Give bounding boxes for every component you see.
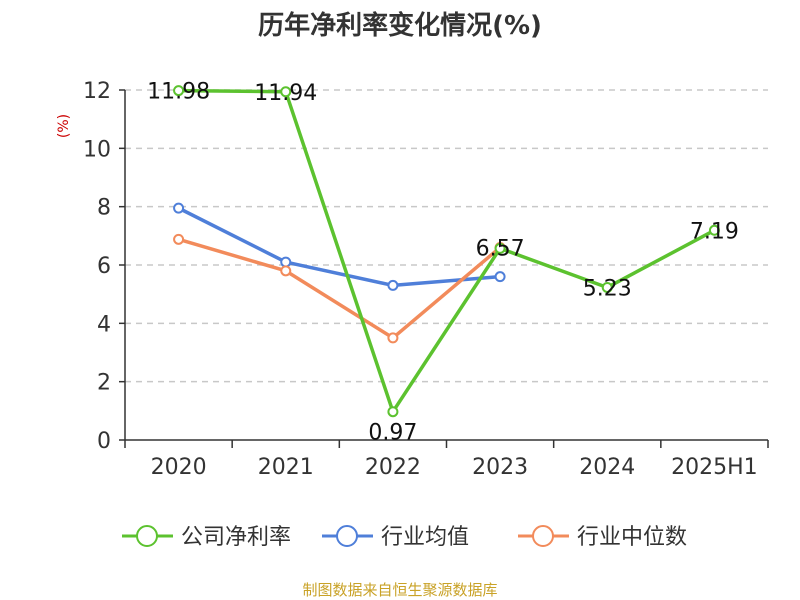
x-tick-label: 2023 (472, 455, 528, 480)
legend-item-0[interactable]: 公司净利率 (122, 525, 291, 550)
tick-labels: 0 2 4 6 8 10 12 2020 2021 2022 2023 2024 2025H1 (83, 79, 758, 480)
legend-swatch-marker (336, 525, 358, 547)
data-point (173, 85, 185, 97)
data-point (173, 233, 185, 245)
data-labels: 11.98 11.94 0.97 6.57 5.23 7.19 (147, 80, 739, 446)
legend[interactable]: 公司净利率 行业均值 行业中位数 (122, 525, 687, 550)
data-point (280, 265, 292, 277)
data-point (494, 242, 506, 254)
x-tick-label: 2020 (151, 455, 207, 480)
data-point (708, 224, 720, 236)
y-tick-label: 6 (97, 254, 111, 279)
series-lines (173, 85, 720, 418)
legend-item-2[interactable]: 行业中位数 (518, 525, 687, 550)
legend-label: 行业均值 (381, 525, 469, 550)
y-tick-label: 4 (97, 312, 111, 337)
data-point (387, 406, 399, 418)
data-label: 5.23 (583, 276, 632, 301)
data-point (601, 281, 613, 293)
data-label: 7.19 (690, 219, 739, 244)
grid-lines (125, 89, 768, 383)
data-point (280, 86, 292, 98)
data-label: 11.98 (147, 80, 210, 105)
data-label: 11.94 (254, 81, 317, 106)
y-tick-label: 8 (97, 196, 111, 221)
legend-swatch-marker (136, 525, 158, 547)
source-note: 制图数据来自恒生聚源数据库 (302, 581, 497, 599)
legend-swatch-marker (532, 525, 554, 547)
data-point (387, 279, 399, 291)
y-tick-label: 10 (83, 137, 111, 162)
data-label: 0.97 (368, 421, 417, 446)
legend-label: 行业中位数 (577, 525, 687, 550)
series-line-2 (178, 237, 502, 340)
x-tick-label: 2024 (579, 455, 635, 480)
chart-title: 历年净利率变化情况(%) (258, 10, 542, 41)
y-tick-label: 0 (97, 429, 111, 454)
data-point (387, 332, 399, 344)
series-line-1 (177, 206, 501, 288)
y-tick-label: 12 (83, 79, 111, 104)
legend-label: 公司净利率 (181, 525, 291, 550)
data-label: 6.57 (476, 236, 525, 261)
x-tick-label: 2021 (258, 455, 314, 480)
legend-item-1[interactable]: 行业均值 (322, 525, 469, 550)
series-line-0 (178, 88, 716, 414)
x-tick-label: 2022 (365, 455, 421, 480)
axes (119, 89, 769, 448)
x-tick-label: 2025H1 (671, 455, 758, 480)
y-tick-label: 2 (97, 371, 111, 396)
y-axis-label: (%) (56, 114, 72, 138)
data-point (280, 256, 292, 268)
data-point (173, 202, 185, 214)
data-point (494, 271, 506, 283)
